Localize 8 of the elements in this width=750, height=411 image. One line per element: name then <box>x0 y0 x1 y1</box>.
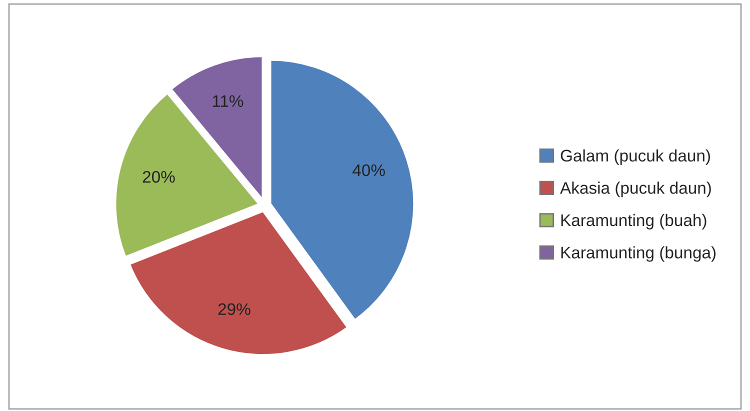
legend-label: Karamunting (buah) <box>561 214 706 230</box>
legend-label: Karamunting (bunga) <box>561 246 716 262</box>
legend-label: Galam (pucuk daun) <box>560 149 710 165</box>
data-label: 20% <box>142 170 175 183</box>
data-label: 29% <box>218 303 250 316</box>
data-label: 11% <box>212 95 244 107</box>
data-label: 40% <box>352 164 385 176</box>
legend-label: Akasia (pucuk daun) <box>560 182 711 198</box>
